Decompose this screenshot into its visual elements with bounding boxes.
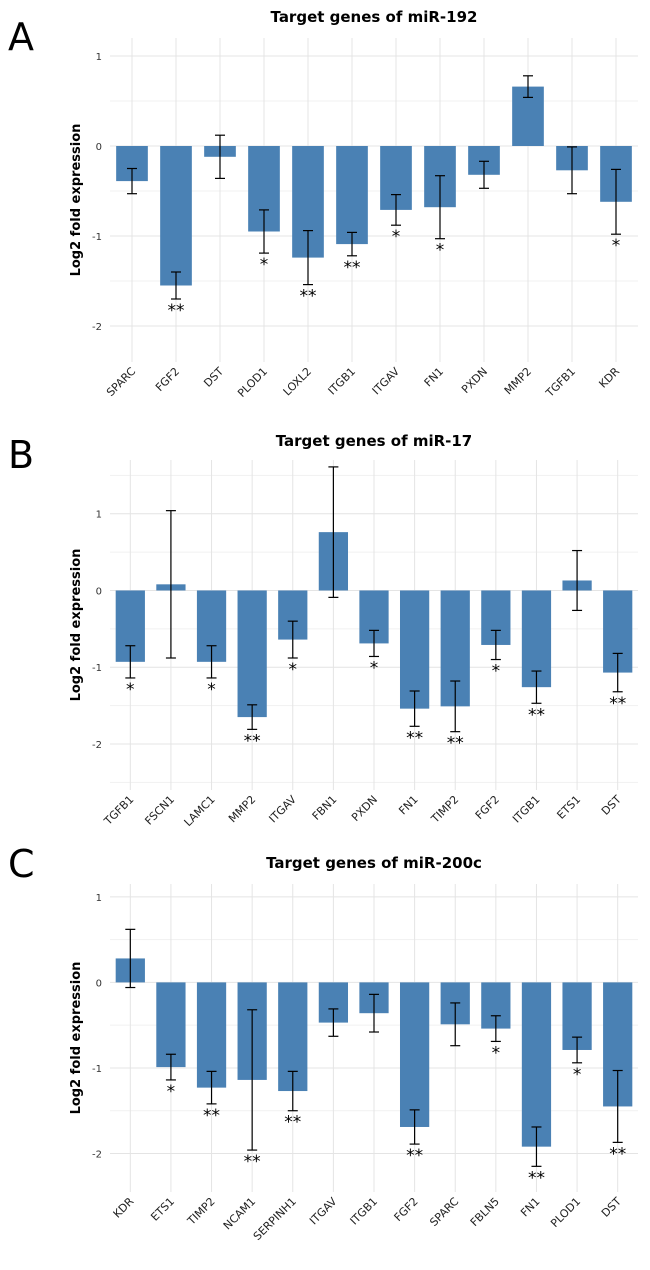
significance-marker: ** <box>447 734 464 754</box>
x-tick-label: FN1 <box>396 793 420 817</box>
x-tick-label: KDR <box>111 1195 137 1221</box>
significance-marker: * <box>207 680 216 700</box>
chart-panel-b: B Target genes of miR-17 1 0 -1 -2 Log2 fold e… <box>8 432 638 829</box>
significance-marker: ** <box>609 694 626 714</box>
bar-timp2 <box>196 982 227 1088</box>
significance-marker: * <box>392 227 401 247</box>
bar-fgf2 <box>160 146 192 286</box>
chart-title: Target genes of miR-200c <box>266 854 482 872</box>
significance-marker: * <box>370 658 379 678</box>
x-tick-label: LAMC1 <box>182 793 218 829</box>
x-tick-label: KDR <box>596 365 622 391</box>
x-tick-label: FBN1 <box>310 793 340 823</box>
significance-marker: ** <box>244 731 261 751</box>
y-axis-label: Log2 fold expression <box>69 124 84 277</box>
bar-ets1 <box>156 982 186 1068</box>
significance-marker: ** <box>528 1168 545 1188</box>
significance-marker: * <box>436 241 445 261</box>
y-tick-label: -2 <box>92 1150 102 1161</box>
y-tick-label: -1 <box>92 232 102 243</box>
y-tick-label: -2 <box>92 322 102 333</box>
x-tick-label: SPARC <box>104 365 138 399</box>
y-tick-label: -1 <box>92 663 102 674</box>
significance-marker: * <box>289 660 298 680</box>
significance-marker: * <box>573 1065 582 1085</box>
x-tick-label: PLOD1 <box>548 1195 583 1230</box>
x-tick-label: TIMP2 <box>184 1195 217 1228</box>
panel-letter: A <box>8 15 34 59</box>
chart-title: Target genes of miR-17 <box>276 432 473 450</box>
x-tick-label: PXDN <box>349 793 380 824</box>
x-tick-label: DST <box>599 1195 624 1220</box>
significance-marker: * <box>492 1043 501 1063</box>
x-tick-label: MMP2 <box>226 793 258 825</box>
significance-marker: * <box>260 255 269 275</box>
significance-marker: ** <box>300 287 317 307</box>
y-tick-label: 1 <box>96 893 102 904</box>
panel-letter: C <box>8 842 35 886</box>
bar-mmp2 <box>237 590 267 718</box>
x-tick-label: NCAM1 <box>221 1195 258 1232</box>
significance-marker: ** <box>168 301 185 321</box>
y-tick-label: 1 <box>96 52 102 63</box>
x-tick-label: FBLN5 <box>468 1195 502 1229</box>
x-tick-label: FSCN1 <box>142 793 177 828</box>
x-tick-label: ITGB1 <box>510 793 543 826</box>
significance-marker: * <box>492 662 501 682</box>
significance-marker: ** <box>203 1106 220 1126</box>
chart-panel-a: A Target genes of miR-192 1 0 -1 -2 Log2 fold … <box>8 8 638 400</box>
bar-fn1 <box>399 590 430 709</box>
x-tick-label: DST <box>599 793 624 818</box>
x-tick-label: ITGAV <box>370 365 403 398</box>
bar-itgb1 <box>336 146 368 245</box>
x-tick-label: MMP2 <box>502 365 534 397</box>
y-axis-label: Log2 fold expression <box>69 962 84 1115</box>
x-tick-label: DST <box>201 365 226 390</box>
x-tick-label: ITGB1 <box>348 1195 381 1228</box>
y-tick-label: 0 <box>96 978 102 989</box>
bar-fn1 <box>521 982 552 1147</box>
x-tick-label: LOXL2 <box>281 365 314 398</box>
y-axis-label: Log2 fold expression <box>69 549 84 702</box>
y-tick-label: 0 <box>96 586 102 597</box>
panel-letter: B <box>8 433 34 477</box>
y-tick-label: 0 <box>96 142 102 153</box>
x-tick-label: FN1 <box>422 365 446 389</box>
x-tick-label: PLOD1 <box>235 365 270 400</box>
bar-fgf2 <box>399 982 430 1127</box>
x-tick-label: FGF2 <box>392 1195 421 1224</box>
significance-marker: * <box>167 1082 176 1102</box>
significance-marker: * <box>126 680 135 700</box>
x-tick-label: FN1 <box>518 1195 542 1219</box>
chart-panel-c: C Target genes of miR-200c 1 0 -1 -2 Log2 fold… <box>8 842 638 1243</box>
x-tick-label: ETS1 <box>554 793 583 822</box>
chart-title: Target genes of miR-192 <box>271 8 478 26</box>
x-tick-label: ITGAV <box>266 793 299 826</box>
y-tick-label: -2 <box>92 740 102 751</box>
x-tick-label: FGF2 <box>153 365 182 394</box>
x-tick-label: ITGAV <box>307 1195 340 1228</box>
significance-marker: * <box>612 236 621 256</box>
significance-marker: ** <box>344 258 361 278</box>
x-tick-label: TGFB1 <box>101 793 136 828</box>
x-tick-label: TGFB1 <box>543 365 578 400</box>
x-tick-label: ITGB1 <box>326 365 359 398</box>
x-tick-label: FGF2 <box>473 793 502 822</box>
y-tick-label: -1 <box>92 1064 102 1075</box>
significance-marker: ** <box>284 1113 301 1133</box>
significance-marker: ** <box>406 728 423 748</box>
y-tick-label: 1 <box>96 510 102 521</box>
x-tick-label: PXDN <box>459 365 490 396</box>
significance-marker: ** <box>406 1146 423 1166</box>
x-tick-label: SPARC <box>427 1195 461 1229</box>
x-tick-label: ETS1 <box>148 1195 177 1224</box>
x-tick-label: TIMP2 <box>428 793 461 826</box>
significance-marker: ** <box>528 705 545 725</box>
x-tick-label: SERPINH1 <box>251 1195 299 1243</box>
significance-marker: ** <box>609 1144 626 1164</box>
significance-marker: ** <box>244 1152 261 1172</box>
